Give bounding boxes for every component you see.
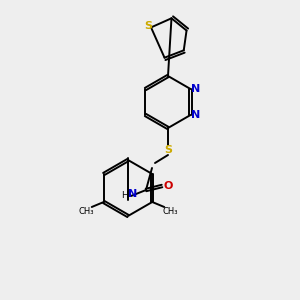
Text: O: O [163, 181, 173, 191]
Text: S: S [144, 21, 152, 32]
Text: N: N [191, 84, 200, 94]
Text: H: H [121, 191, 128, 200]
Text: CH₃: CH₃ [163, 206, 178, 215]
Text: N: N [191, 110, 200, 120]
Text: CH₃: CH₃ [78, 206, 94, 215]
Text: S: S [164, 145, 172, 155]
Text: N: N [128, 189, 138, 199]
